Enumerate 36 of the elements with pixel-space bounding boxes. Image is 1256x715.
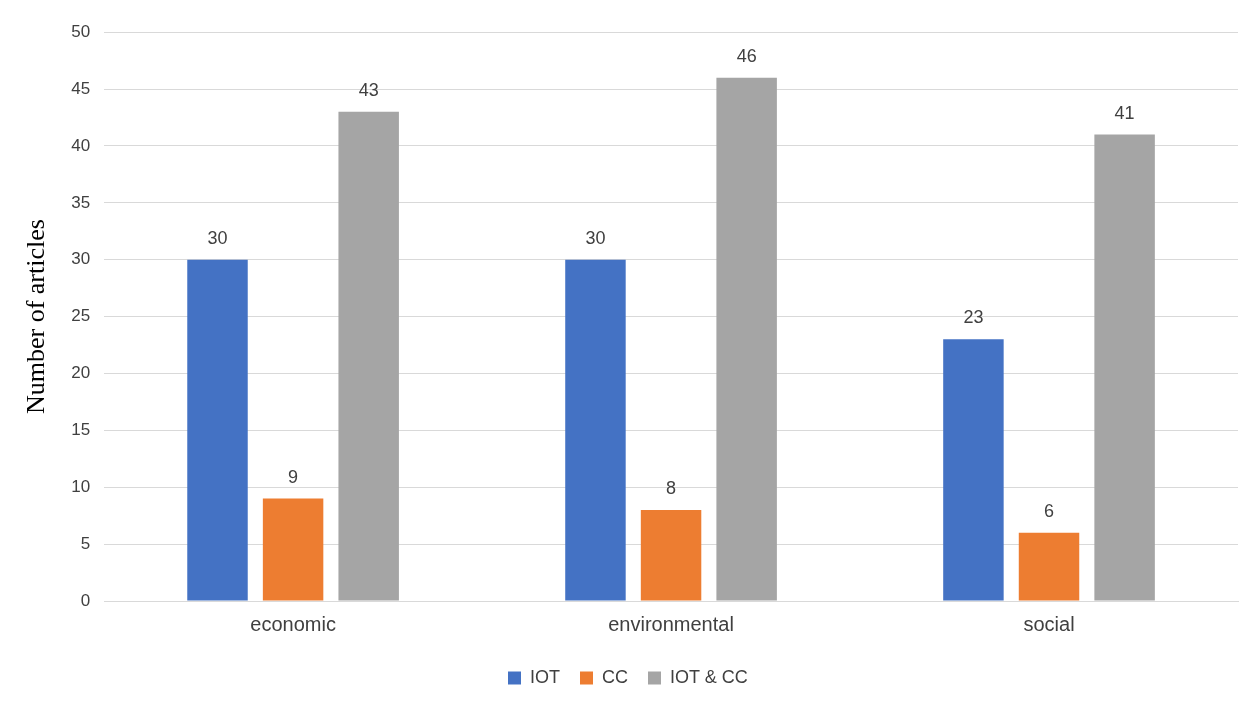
data-label: 9: [288, 466, 299, 487]
y-tick-label: 35: [71, 192, 91, 212]
data-label: 30: [585, 227, 606, 248]
data-label: 43: [358, 79, 379, 100]
y-tick-label: 0: [80, 590, 91, 610]
y-tick-label: 10: [71, 476, 91, 496]
bar: [716, 77, 777, 601]
bar: [943, 339, 1004, 601]
x-tick-label: social: [1023, 612, 1075, 635]
x-tick-label: economic: [250, 612, 336, 635]
data-label: 46: [736, 45, 757, 66]
bar: [338, 111, 399, 601]
bar: [262, 498, 324, 601]
data-label: 8: [666, 477, 677, 498]
bar: [640, 509, 702, 601]
y-tick-label: 50: [71, 21, 91, 41]
x-tick-label: environmental: [608, 612, 734, 635]
y-tick-label: 15: [71, 420, 91, 440]
y-tick-label: 40: [71, 135, 91, 155]
y-tick-label: 45: [71, 78, 91, 98]
data-label: 6: [1044, 500, 1055, 521]
bar: [565, 259, 626, 601]
y-tick-label: 20: [71, 363, 91, 383]
data-label: 23: [963, 307, 984, 328]
bar: [187, 259, 248, 601]
y-tick-label: 25: [71, 306, 91, 326]
data-label: 30: [207, 227, 228, 248]
legend-label: IOT: [530, 666, 560, 687]
y-axis-title: Number of articles: [21, 219, 51, 415]
bar: [1018, 532, 1080, 601]
y-tick-label: 30: [71, 249, 91, 269]
y-tick-label: 5: [80, 533, 91, 553]
data-label: 41: [1114, 102, 1135, 123]
legend-label: IOT & CC: [670, 666, 748, 687]
legend-label: CC: [602, 666, 628, 687]
bar: [1094, 134, 1155, 601]
